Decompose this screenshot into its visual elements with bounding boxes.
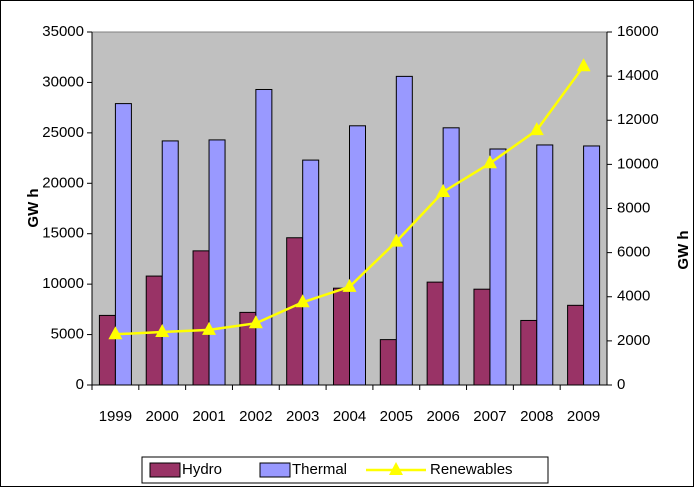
- y2-tick-label: 14000: [617, 67, 659, 84]
- line-marker: [248, 315, 263, 329]
- line-marker: [482, 155, 497, 169]
- y-tick-label: 30000: [42, 73, 84, 90]
- x-tick-label: 1999: [99, 408, 132, 425]
- bar: [473, 288, 491, 386]
- legend-label: Thermal: [292, 461, 347, 478]
- line-marker: [155, 324, 170, 338]
- y-tick-label: 0: [76, 376, 84, 393]
- y2-tick-label: 0: [617, 376, 625, 393]
- x-tick-label: 2009: [567, 408, 600, 425]
- legend-swatch: [149, 462, 181, 478]
- y2-axis-title: GW h: [675, 230, 692, 269]
- x-tick-label: 2005: [380, 408, 413, 425]
- line-marker: [342, 278, 357, 292]
- y-tick-label: 10000: [42, 275, 84, 292]
- x-tick-label: 2003: [286, 408, 319, 425]
- bar: [426, 281, 444, 386]
- bar: [208, 139, 226, 386]
- y2-tick-label: 4000: [617, 288, 650, 305]
- x-tick-label: 2006: [426, 408, 459, 425]
- bar: [349, 125, 366, 386]
- bar: [255, 88, 273, 386]
- bar: [395, 75, 413, 386]
- bar: [379, 339, 397, 386]
- bar: [583, 145, 601, 386]
- y2-tick-label: 6000: [617, 244, 650, 261]
- line-marker: [576, 58, 591, 72]
- bar: [286, 237, 304, 386]
- x-tick-label: 2007: [473, 408, 506, 425]
- x-tick-label: 2002: [239, 408, 272, 425]
- y-tick-label: 25000: [42, 124, 84, 141]
- y2-tick-label: 16000: [617, 23, 659, 40]
- bar: [442, 127, 460, 386]
- bar: [98, 314, 116, 386]
- x-tick-label: 2008: [520, 408, 553, 425]
- line-marker: [202, 321, 217, 335]
- y-tick-label: 35000: [42, 23, 84, 40]
- bar: [489, 148, 507, 386]
- legend-label: Renewables: [430, 461, 513, 478]
- y-axis-title: GW h: [25, 188, 42, 227]
- line-marker: [108, 326, 123, 340]
- bar: [333, 287, 350, 386]
- x-tick-label: 2000: [146, 408, 179, 425]
- bar: [520, 319, 538, 386]
- line-marker: [295, 294, 310, 308]
- x-tick-label: 2001: [192, 408, 225, 425]
- legend-label: Hydro: [182, 461, 222, 478]
- bar: [192, 250, 210, 386]
- legend-box: [141, 456, 549, 484]
- bar: [567, 304, 585, 386]
- x-tick-label: 2004: [333, 408, 366, 425]
- y-tick-label: 5000: [51, 326, 84, 343]
- line-marker: [529, 122, 544, 136]
- bar: [161, 140, 179, 386]
- line-marker: [436, 183, 451, 197]
- y2-tick-label: 12000: [617, 111, 659, 128]
- line-marker: [389, 233, 404, 247]
- y-tick-label: 20000: [42, 174, 84, 191]
- y2-tick-label: 8000: [617, 199, 650, 216]
- y-tick-label: 15000: [42, 225, 84, 242]
- bar: [114, 103, 132, 386]
- legend-swatch: [259, 462, 291, 478]
- bar: [536, 144, 554, 386]
- bar: [302, 159, 320, 386]
- y2-tick-label: 10000: [617, 155, 659, 172]
- legend-marker: [389, 462, 403, 475]
- y2-tick-label: 2000: [617, 332, 650, 349]
